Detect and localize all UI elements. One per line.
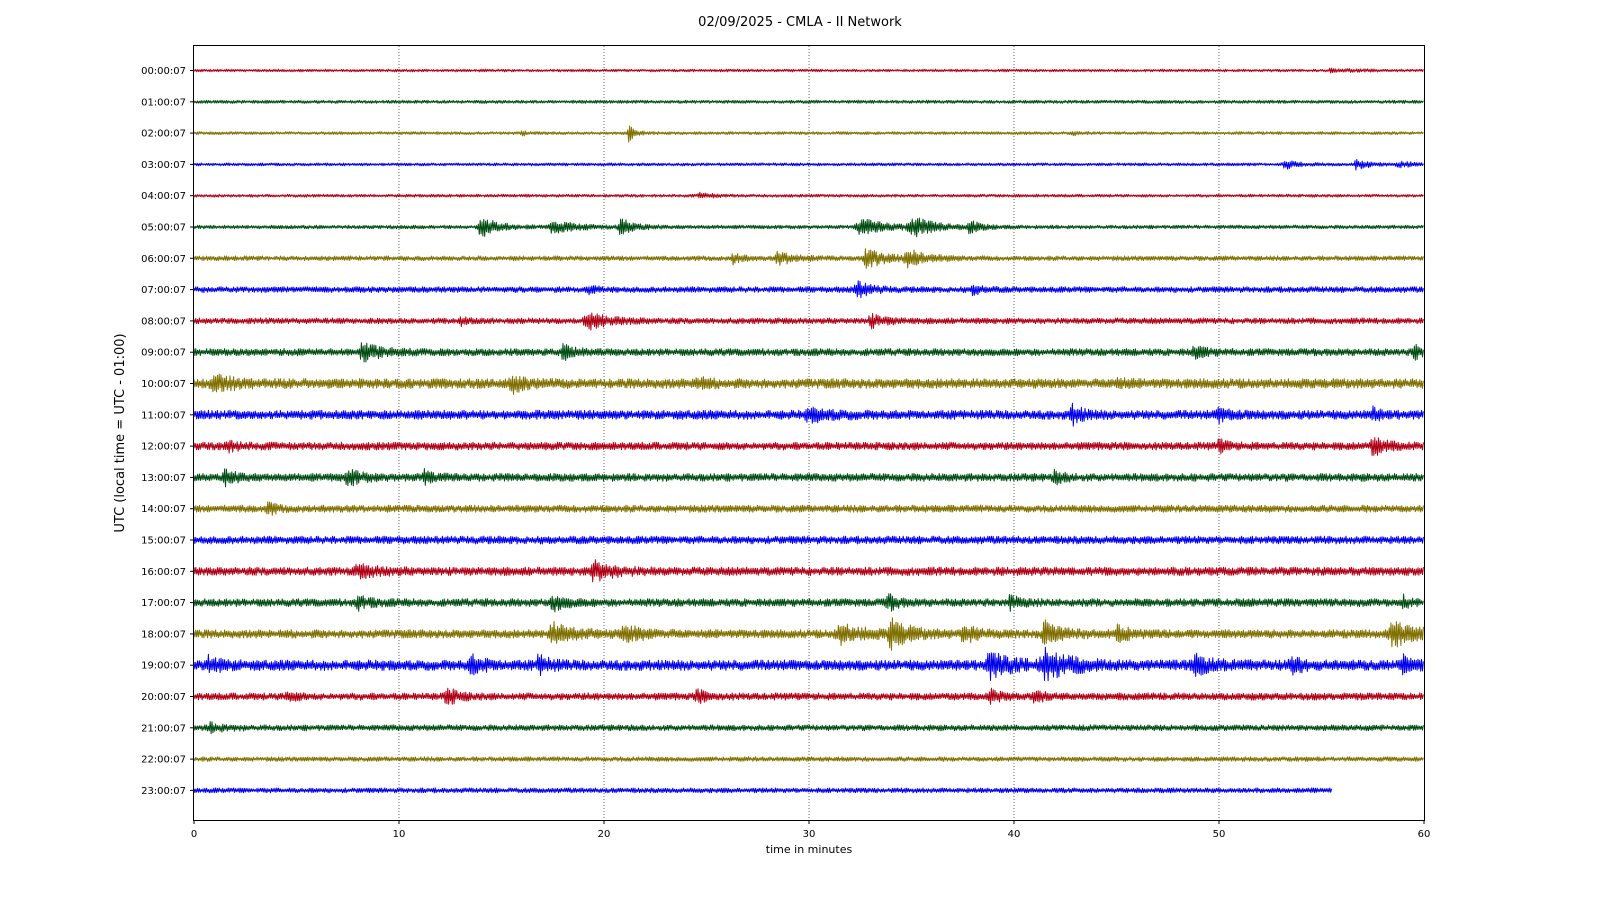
x-tick-label-0: 0 (191, 829, 197, 840)
row-label-7: 07:00:07 (141, 285, 186, 296)
grid-layer (398, 46, 1220, 820)
row-label-15: 15:00:07 (141, 536, 186, 547)
row-label-17: 17:00:07 (141, 598, 186, 609)
row-label-8: 08:00:07 (141, 316, 186, 327)
trace-08:00:07 (193, 312, 1424, 331)
trace-01:00:07 (193, 99, 1424, 104)
y-axis-label: UTC (local time = UTC - 01:00) (113, 333, 128, 532)
trace-20:00:07 (193, 687, 1424, 705)
chart-title: 02/09/2025 - CMLA - II Network (698, 15, 902, 30)
x-tick-label-30: 30 (803, 829, 816, 840)
trace-07:00:07 (193, 280, 1424, 299)
trace-09:00:07 (193, 342, 1424, 363)
row-label-22: 22:00:07 (141, 755, 186, 766)
trace-23:00:07 (193, 787, 1333, 794)
row-label-2: 02:00:07 (141, 129, 186, 140)
trace-05:00:07 (193, 217, 1424, 238)
trace-13:00:07 (193, 468, 1424, 488)
x-tick-label-40: 40 (1008, 829, 1021, 840)
trace-12:00:07 (193, 437, 1424, 456)
trace-14:00:07 (193, 501, 1424, 516)
row-label-6: 06:00:07 (141, 254, 186, 265)
trace-17:00:07 (193, 593, 1424, 613)
row-label-3: 03:00:07 (141, 160, 186, 171)
trace-06:00:07 (193, 248, 1424, 269)
trace-16:00:07 (193, 559, 1424, 583)
row-label-10: 10:00:07 (141, 379, 186, 390)
x-axis-label: time in minutes (766, 843, 853, 856)
row-label-0: 00:00:07 (141, 66, 186, 77)
x-tick-labels: 0 10 20 30 40 50 60 (191, 820, 1431, 840)
trace-15:00:07 (193, 535, 1424, 545)
trace-18:00:07 (193, 617, 1424, 651)
row-label-20: 20:00:07 (141, 692, 186, 703)
trace-04:00:07 (193, 191, 1424, 199)
x-tick-label-20: 20 (598, 829, 611, 840)
trace-22:00:07 (193, 756, 1424, 762)
row-label-19: 19:00:07 (141, 661, 186, 672)
trace-10:00:07 (193, 373, 1424, 395)
trace-11:00:07 (193, 402, 1424, 427)
row-label-14: 14:00:07 (141, 504, 186, 515)
trace-layer (193, 67, 1424, 794)
row-label-23: 23:00:07 (141, 786, 186, 797)
trace-21:00:07 (193, 721, 1424, 735)
x-tick-label-50: 50 (1213, 829, 1226, 840)
x-tick-label-60: 60 (1418, 829, 1431, 840)
row-label-12: 12:00:07 (141, 442, 186, 453)
row-label-9: 09:00:07 (141, 348, 186, 359)
row-label-1: 01:00:07 (141, 97, 186, 108)
row-label-5: 05:00:07 (141, 223, 186, 234)
trace-02:00:07 (193, 125, 1424, 143)
row-label-13: 13:00:07 (141, 473, 186, 484)
trace-00:00:07 (193, 67, 1424, 74)
row-label-4: 04:00:07 (141, 191, 186, 202)
row-label-11: 11:00:07 (141, 410, 186, 421)
x-tick-label-10: 10 (393, 829, 406, 840)
trace-03:00:07 (193, 158, 1424, 171)
row-label-16: 16:00:07 (141, 567, 186, 578)
plot-frame (193, 45, 1425, 821)
y-tick-labels: 00:00:07 01:00:07 02:00:07 03:00:07 04:00:07… (141, 66, 194, 797)
row-label-18: 18:00:07 (141, 629, 186, 640)
trace-19:00:07 (193, 646, 1424, 682)
row-label-21: 21:00:07 (141, 723, 186, 734)
